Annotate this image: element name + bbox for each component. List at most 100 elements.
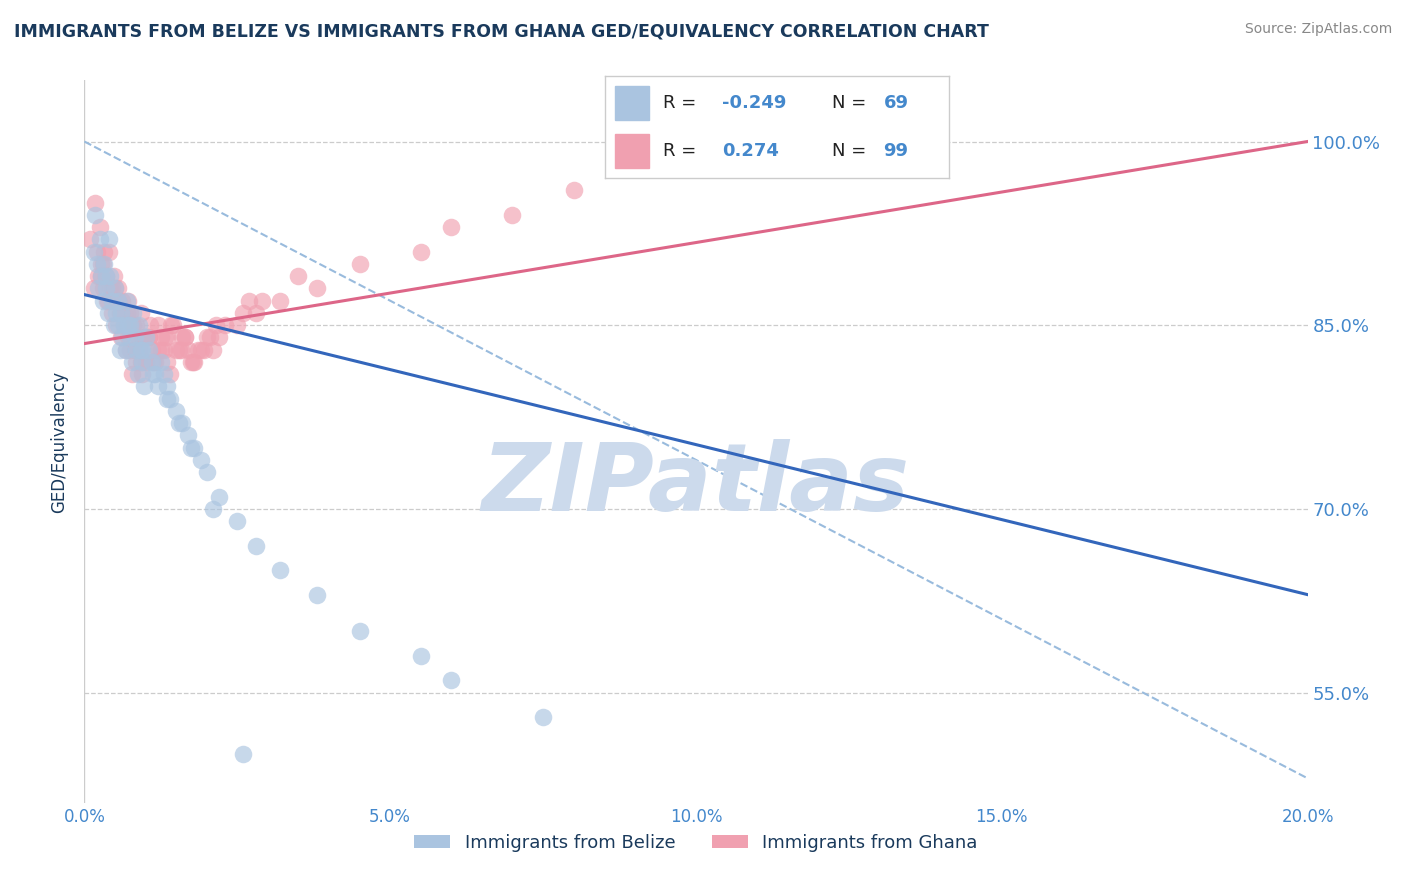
Point <box>143 355 166 369</box>
Point <box>103 269 125 284</box>
Point <box>181 355 204 369</box>
Point <box>107 318 129 333</box>
Point <box>149 355 172 369</box>
Point <box>165 404 187 418</box>
Point <box>193 343 215 357</box>
Point <box>134 379 156 393</box>
Point <box>115 306 138 320</box>
Point <box>250 293 273 308</box>
Point <box>131 343 153 357</box>
Text: N =: N = <box>832 94 872 112</box>
Point <box>98 281 121 295</box>
Point <box>115 343 138 357</box>
Point <box>440 673 463 688</box>
Text: R =: R = <box>664 94 702 112</box>
Point <box>186 343 208 357</box>
Point <box>83 244 105 259</box>
Text: -0.249: -0.249 <box>721 94 786 112</box>
Point <box>129 306 152 320</box>
Point <box>97 244 120 259</box>
Point <box>183 355 205 369</box>
Point <box>107 293 129 308</box>
Point <box>177 428 200 442</box>
Point <box>149 330 172 344</box>
Point <box>117 318 139 333</box>
Point <box>128 318 150 333</box>
Point <box>79 232 101 246</box>
Point <box>287 269 309 284</box>
Point <box>440 220 463 235</box>
Point <box>142 367 165 381</box>
Point <box>409 648 432 663</box>
Point <box>87 281 110 295</box>
Point <box>86 257 108 271</box>
Y-axis label: GED/Equivalency: GED/Equivalency <box>51 370 69 513</box>
Point <box>226 318 249 333</box>
Point <box>124 330 146 344</box>
Point <box>91 293 114 308</box>
Point <box>562 184 585 198</box>
Point <box>94 269 117 284</box>
Point <box>110 306 132 320</box>
Point <box>190 343 212 357</box>
Point <box>269 563 291 577</box>
Point <box>108 343 131 357</box>
Point <box>142 355 165 369</box>
Point <box>125 318 148 333</box>
Point <box>111 293 134 308</box>
Text: 69: 69 <box>883 94 908 112</box>
Point <box>180 355 202 369</box>
Point <box>146 318 169 333</box>
Point <box>245 539 267 553</box>
Point <box>117 293 139 308</box>
Point <box>170 343 193 357</box>
Point <box>93 244 115 259</box>
Point <box>141 355 163 369</box>
Point <box>135 330 157 344</box>
Point <box>97 293 120 308</box>
Point <box>122 318 145 333</box>
Point <box>138 330 160 344</box>
Point <box>104 293 127 308</box>
Legend: Immigrants from Belize, Immigrants from Ghana: Immigrants from Belize, Immigrants from … <box>408 826 984 859</box>
Point <box>159 392 181 406</box>
Point <box>167 416 190 430</box>
Point <box>205 318 228 333</box>
Point <box>112 318 135 333</box>
Point <box>156 330 179 344</box>
Point <box>121 367 143 381</box>
Point <box>98 269 121 284</box>
Point <box>131 355 153 369</box>
Point <box>174 330 197 344</box>
Point <box>180 441 202 455</box>
Point <box>105 318 128 333</box>
Point <box>349 257 371 271</box>
Point <box>195 465 218 479</box>
Text: ZIPatlas: ZIPatlas <box>482 439 910 531</box>
Point <box>87 269 110 284</box>
Point <box>156 379 179 393</box>
Point <box>159 367 181 381</box>
Point <box>153 330 176 344</box>
Point <box>110 306 132 320</box>
Point <box>269 293 291 308</box>
Point <box>90 269 112 284</box>
Point <box>127 367 149 381</box>
Point <box>86 244 108 259</box>
Point <box>101 281 124 295</box>
Point <box>89 220 111 235</box>
Point <box>143 367 166 381</box>
Point <box>83 281 105 295</box>
Point <box>146 379 169 393</box>
Point <box>124 343 146 357</box>
Point <box>103 318 125 333</box>
Point <box>172 416 194 430</box>
Point <box>149 343 172 357</box>
Point <box>112 318 135 333</box>
Point <box>208 490 231 504</box>
Point <box>84 195 107 210</box>
Point <box>162 318 184 333</box>
Text: N =: N = <box>832 142 872 161</box>
Point <box>129 343 152 357</box>
Point <box>122 318 145 333</box>
